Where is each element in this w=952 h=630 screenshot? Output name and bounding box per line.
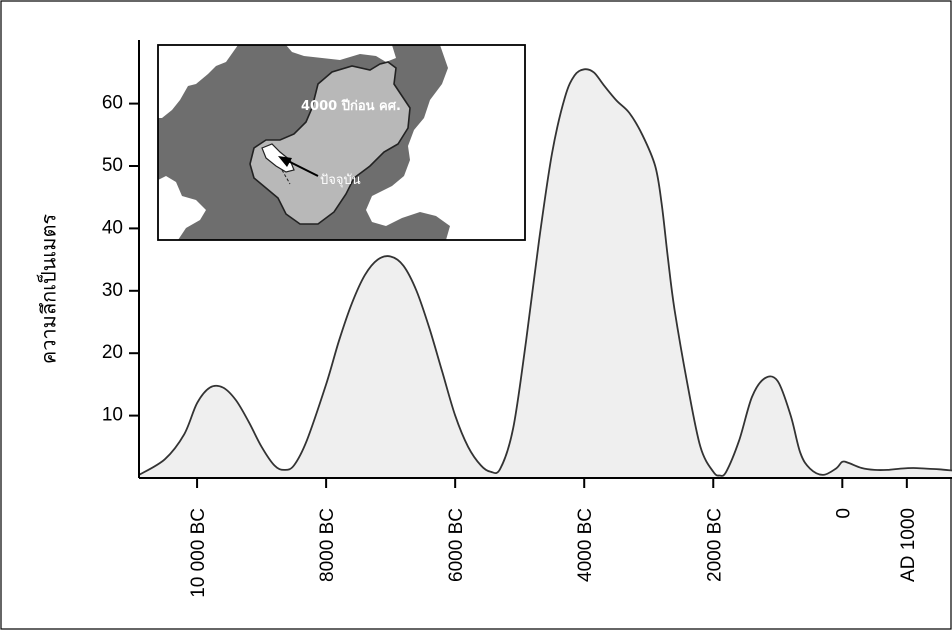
x-tick-label: 4000 BC — [575, 508, 596, 582]
x-tick-label: 10 000 BC — [188, 508, 209, 598]
inset-label-past: 4000 ปีก่อน คศ. — [301, 98, 401, 114]
inset-white-region-left — [158, 176, 206, 240]
inset-map: 4000 ปีก่อน คศ. ปัจจุบัน — [157, 44, 526, 241]
x-tick-label: 6000 BC — [446, 508, 467, 582]
inset-lake-present-tail — [281, 169, 291, 185]
x-ticks: 10 000 BC 8000 BC 6000 BC 4000 BC 2000 BC 0 AD… — [188, 478, 919, 598]
x-tick-label: AD 1000 — [898, 508, 919, 582]
y-tick-label: 50 — [102, 155, 123, 176]
y-tick-label: 20 — [102, 342, 123, 363]
y-tick-label: 40 — [102, 217, 123, 238]
y-tick-label: 30 — [102, 280, 123, 301]
x-tick-label: 8000 BC — [317, 508, 338, 582]
y-ticks: 10 20 30 40 50 60 — [102, 93, 139, 426]
inset-arrow-line — [285, 159, 319, 177]
inset-arrow-head — [278, 156, 292, 167]
y-tick-label: 10 — [102, 405, 123, 426]
inset-white-region-top — [286, 45, 396, 62]
depth-line — [138, 68, 952, 477]
inset-label-present: ปัจจุบัน — [320, 173, 361, 188]
inset-white-region-top-left — [158, 45, 238, 118]
y-tick-label: 60 — [102, 93, 123, 114]
x-tick-label: 0 — [833, 508, 854, 519]
inset-frame — [157, 44, 526, 241]
y-axis-title: ความลึกเป็นเมตร — [36, 214, 61, 365]
x-tick-label: 2000 BC — [704, 508, 725, 582]
inset-white-region-right — [366, 45, 525, 240]
depth-area — [139, 69, 952, 478]
